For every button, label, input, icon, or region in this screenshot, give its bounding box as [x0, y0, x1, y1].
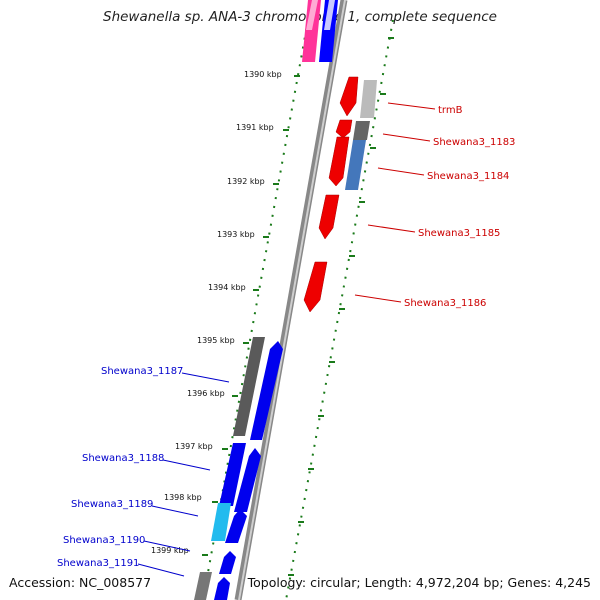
gene-label-1191: Shewana3_1191 [57, 558, 139, 569]
kbp-label: 1398 kbp [164, 493, 202, 502]
top-genes [302, 0, 338, 62]
map-title: Shewanella sp. ANA-3 chromosome 1, compl… [103, 9, 497, 25]
gene-1189 [211, 503, 231, 541]
gene-1184 [328, 136, 350, 187]
outer-gene-labels: trmB Shewana3_1183 Shewana3_1184 Shewana… [354, 102, 515, 309]
gene-1184-companion [345, 140, 366, 190]
gene-1188 [219, 443, 246, 506]
reverse-strand-genes[interactable] [194, 337, 283, 600]
kbp-label: 1399 kbp [151, 546, 189, 555]
gene-label-1183: Shewana3_1183 [433, 137, 515, 148]
gene-label-trmB: trmB [438, 105, 463, 116]
gene-label-1188: Shewana3_1188 [82, 453, 164, 464]
gene-trmB-companion [360, 80, 377, 118]
gene-label-1184: Shewana3_1184 [427, 171, 509, 182]
gene-1188-b [234, 448, 261, 512]
kbp-label: 1394 kbp [208, 283, 246, 292]
gene-label-1189: Shewana3_1189 [71, 499, 153, 510]
gene-label-1185: Shewana3_1185 [418, 228, 500, 239]
gene-label-1186: Shewana3_1186 [404, 298, 486, 309]
kbp-label: 1392 kbp [227, 177, 265, 186]
kbp-label: 1396 kbp [187, 389, 225, 398]
gene-1185 [318, 194, 340, 240]
kbp-label: 1397 kbp [175, 442, 213, 451]
gene-label-1187: Shewana3_1187 [101, 366, 183, 377]
gene-1187-gray [233, 337, 265, 436]
inner-major-ticks [202, 75, 300, 556]
gene-1183-companion [353, 121, 370, 140]
kbp-label: 1393 kbp [217, 230, 255, 239]
outer-major-ticks [288, 37, 394, 576]
gene-1191-gray [194, 572, 212, 600]
gene-label-1190: Shewana3_1190 [63, 535, 145, 546]
kbp-label: 1391 kbp [236, 123, 274, 132]
chromosome-backbone [234, 0, 348, 600]
gene-1190 [219, 551, 236, 574]
accession-text: Accession: NC_008577 [9, 575, 152, 590]
gene-1186 [303, 261, 328, 313]
kbp-label: 1395 kbp [197, 336, 235, 345]
kbp-labels: 1390 kbp 1391 kbp 1392 kbp 1393 kbp 1394… [151, 70, 282, 555]
topology-summary: Topology: circular; Length: 4,972,204 bp… [247, 575, 591, 590]
gene-1183 [335, 119, 353, 139]
gene-1189-b [225, 509, 247, 543]
gene-1191 [214, 577, 230, 600]
gene-1187 [250, 341, 283, 440]
forward-strand-genes[interactable] [303, 76, 377, 313]
gene-trmB [339, 76, 359, 117]
inner-gene-labels: Shewana3_1187 Shewana3_1188 Shewana3_118… [57, 366, 230, 577]
kbp-label: 1390 kbp [244, 70, 282, 79]
